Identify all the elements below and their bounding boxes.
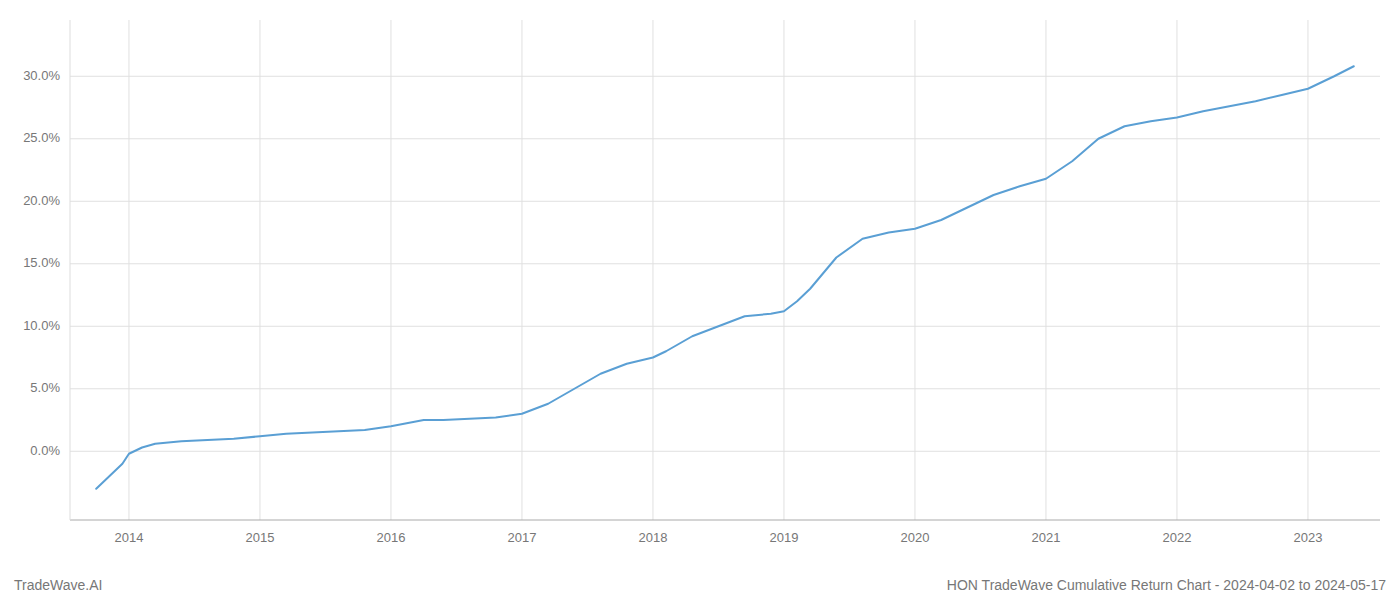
x-tick-label: 2015 xyxy=(245,530,274,545)
y-tick-label: 30.0% xyxy=(23,68,60,83)
line xyxy=(96,66,1354,489)
x-grid-line xyxy=(521,20,522,520)
x-tick-label: 2018 xyxy=(638,530,667,545)
y-grid-line xyxy=(70,76,1380,77)
x-grid-line xyxy=(1307,20,1308,520)
x-grid-line xyxy=(914,20,915,520)
x-grid-line xyxy=(783,20,784,520)
x-tick-label: 2022 xyxy=(1162,530,1191,545)
y-axis-line xyxy=(70,20,71,520)
y-grid-line xyxy=(70,263,1380,264)
axes: 0.0% 5.0% 10.0% 15.0% 20.0% 25.0% 30.0% 2014 201… xyxy=(23,20,1380,545)
y-grid-line xyxy=(70,451,1380,452)
y-tick-label: 5.0% xyxy=(30,380,60,395)
y-tick-label: 0.0% xyxy=(30,443,60,458)
title: HON TradeWave Cumulative Return Chart - … xyxy=(947,577,1386,593)
plot-area xyxy=(96,66,1354,489)
x-tick-label: 2017 xyxy=(507,530,536,545)
x-axis-line xyxy=(70,520,1380,521)
x-tick-label: 2021 xyxy=(1031,530,1060,545)
watermark: TradeWave.AI xyxy=(14,577,102,593)
x-tick-label: 2014 xyxy=(114,530,143,545)
y-grid-line xyxy=(70,138,1380,139)
x-tick-label: 2020 xyxy=(900,530,929,545)
x-grid-line xyxy=(652,20,653,520)
x-grid-line xyxy=(1176,20,1177,520)
x-grid-line xyxy=(259,20,260,520)
y-grid-line xyxy=(70,388,1380,389)
grid xyxy=(70,20,1380,520)
y-tick-label: 10.0% xyxy=(23,318,60,333)
chart: 0.0% 5.0% 10.0% 15.0% 20.0% 25.0% 30.0% 2014 201… xyxy=(0,0,1400,600)
y-grid-line xyxy=(70,326,1380,327)
x-tick-label: 2019 xyxy=(769,530,798,545)
y-tick-label: 15.0% xyxy=(23,255,60,270)
y-grid-line xyxy=(70,201,1380,202)
x-tick-label: 2016 xyxy=(376,530,405,545)
x-tick-label: 2023 xyxy=(1293,530,1322,545)
y-tick-label: 25.0% xyxy=(23,130,60,145)
x-grid-line xyxy=(390,20,391,520)
x-grid-line xyxy=(128,20,129,520)
y-tick-label: 20.0% xyxy=(23,193,60,208)
x-grid-line xyxy=(1045,20,1046,520)
